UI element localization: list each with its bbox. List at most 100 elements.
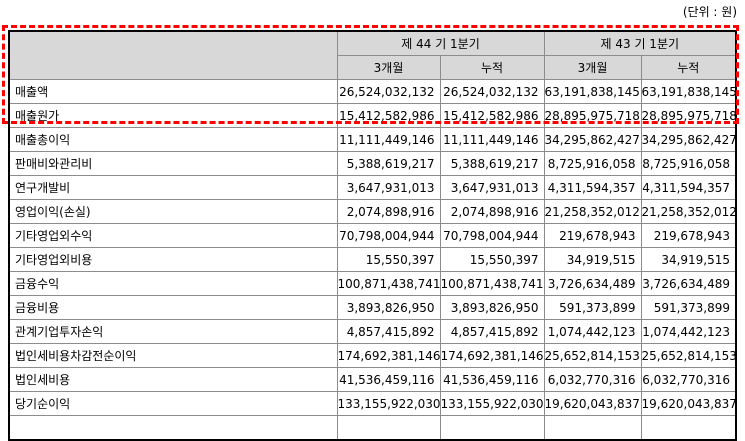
- cell-value: 41,536,459,116: [439, 367, 545, 392]
- cell-value: 4,857,415,892: [439, 319, 545, 344]
- cell-value: 2,074,898,916: [336, 199, 441, 224]
- cell-value: 21,258,352,012: [640, 199, 737, 224]
- cell-value: 591,373,899: [543, 295, 642, 320]
- cell-value: 219,678,943: [640, 223, 737, 248]
- sub-header-cumulative-44: 누적: [439, 55, 545, 80]
- sub-header-cumulative-43: 누적: [640, 55, 737, 80]
- cell-value: 591,373,899: [640, 295, 737, 320]
- cell-value: 34,295,862,427: [640, 127, 737, 152]
- cell-value: 5,388,619,217: [336, 151, 441, 176]
- cell-value: 1,074,442,123: [543, 319, 642, 344]
- cell-value: 34,919,515: [543, 247, 642, 272]
- cell-value: 21,258,352,012: [543, 199, 642, 224]
- row-label: 매출총이익: [8, 127, 338, 152]
- cell-value: 15,412,582,986: [439, 103, 545, 128]
- table-row: 영업이익(손실) 2,074,898,916 2,074,898,916 21,258…: [8, 199, 737, 224]
- table-row: 관계기업투자손익 4,857,415,892 4,857,415,892 1,074,…: [8, 319, 737, 344]
- cell-value: 41,536,459,116: [336, 367, 441, 392]
- row-label: 매출원가: [8, 103, 338, 128]
- cell-value: 2,074,898,916: [439, 199, 545, 224]
- col-group-term-44: 제 44 기 1분기: [336, 30, 545, 56]
- corner-cell: [8, 30, 338, 80]
- empty-cell: [336, 415, 441, 441]
- cell-value: 11,111,449,146: [336, 127, 441, 152]
- cell-value: 26,524,032,132: [336, 79, 441, 104]
- sub-header-row: 3개월 누적 3개월 누적: [9, 55, 737, 80]
- cell-value: 8,725,916,058: [640, 151, 737, 176]
- cell-value: 100,871,438,741: [336, 271, 441, 296]
- table-row: 연구개발비 3,647,931,013 3,647,931,013 4,311,594…: [8, 175, 737, 200]
- cell-value: 4,311,594,357: [640, 175, 737, 200]
- cell-value: 4,857,415,892: [336, 319, 441, 344]
- cell-value: 15,550,397: [439, 247, 545, 272]
- cell-value: 15,550,397: [336, 247, 441, 272]
- table-row: 매출원가 15,412,582,986 15,412,582,986 28,895,9…: [8, 103, 737, 128]
- cell-value: 11,111,449,146: [439, 127, 545, 152]
- row-label: 관계기업투자손익: [8, 319, 338, 344]
- table-row: 법인세비용차감전순이익 174,692,381,146 174,692,381,14…: [8, 343, 737, 368]
- table-body: 매출액 26,524,032,132 26,524,032,132 63,191,83…: [8, 79, 737, 441]
- cell-value: 70,798,004,944: [336, 223, 441, 248]
- row-label: 금융수익: [8, 271, 338, 296]
- row-label: 연구개발비: [8, 175, 338, 200]
- row-label: 법인세비용차감전순이익: [8, 343, 338, 368]
- cell-value: 70,798,004,944: [439, 223, 545, 248]
- row-label: 금융비용: [8, 295, 338, 320]
- row-label: 기타영업외수익: [8, 223, 338, 248]
- sub-header-3month-44: 3개월: [336, 55, 441, 80]
- cell-value: 19,620,043,837: [640, 391, 737, 416]
- row-label: 기타영업외비용: [8, 247, 338, 272]
- table-row: 법인세비용 41,536,459,116 41,536,459,116 6,032,7…: [8, 367, 737, 392]
- table-row-partial: [8, 415, 737, 441]
- cell-value: 174,692,381,146: [336, 343, 441, 368]
- table-row: 기타영업외비용 15,550,397 15,550,397 34,919,515 34,…: [8, 247, 737, 272]
- cell-value: 6,032,770,316: [640, 367, 737, 392]
- cell-value: 8,725,916,058: [543, 151, 642, 176]
- table-row: 매출총이익 11,111,449,146 11,111,449,146 34,295,…: [8, 127, 737, 152]
- cell-value: 26,524,032,132: [439, 79, 545, 104]
- cell-value: 5,388,619,217: [439, 151, 545, 176]
- table-row: 금융비용 3,893,826,950 3,893,826,950 591,373,89…: [8, 295, 737, 320]
- sub-header-3month-43: 3개월: [543, 55, 642, 80]
- table: 제 44 기 1분기 제 43 기 1분기 3개월 누적 3개월 누적 매출액 2…: [8, 30, 738, 441]
- cell-value: 3,726,634,489: [640, 271, 737, 296]
- cell-value: 63,191,838,145: [543, 79, 642, 104]
- empty-cell: [439, 415, 545, 441]
- col-group-term-43: 제 43 기 1분기: [543, 30, 737, 56]
- table-row: 매출액 26,524,032,132 26,524,032,132 63,191,83…: [8, 79, 737, 104]
- cell-value: 1,074,442,123: [640, 319, 737, 344]
- table-row: 판매비와관리비 5,388,619,217 5,388,619,217 8,725,9…: [8, 151, 737, 176]
- period-header-row: 제 44 기 1분기 제 43 기 1분기: [8, 30, 737, 80]
- table-header: 제 44 기 1분기 제 43 기 1분기 3개월 누적 3개월 누적: [8, 30, 737, 80]
- cell-value: 3,893,826,950: [439, 295, 545, 320]
- cell-value: 25,652,814,153: [640, 343, 737, 368]
- cell-value: 219,678,943: [543, 223, 642, 248]
- cell-value: 100,871,438,741: [439, 271, 545, 296]
- cell-value: 63,191,838,145: [640, 79, 737, 104]
- cell-value: 15,412,582,986: [336, 103, 441, 128]
- cell-value: 4,311,594,357: [543, 175, 642, 200]
- cell-value: 34,919,515: [640, 247, 737, 272]
- cell-value: 3,893,826,950: [336, 295, 441, 320]
- unit-label: (단위 : 원): [682, 5, 737, 19]
- cell-value: 3,647,931,013: [336, 175, 441, 200]
- table-row: 기타영업외수익 70,798,004,944 70,798,004,944 219,6…: [8, 223, 737, 248]
- row-label: 영업이익(손실): [8, 199, 338, 224]
- row-label: 법인세비용: [8, 367, 338, 392]
- cell-value: 34,295,862,427: [543, 127, 642, 152]
- cell-value: 133,155,922,030: [439, 391, 545, 416]
- cell-value: 3,647,931,013: [439, 175, 545, 200]
- cell-value: 174,692,381,146: [439, 343, 545, 368]
- empty-cell: [543, 415, 642, 441]
- cell-value: 28,895,975,718: [543, 103, 642, 128]
- empty-cell: [8, 415, 338, 441]
- table-row: 금융수익 100,871,438,741 100,871,438,741 3,726,…: [8, 271, 737, 296]
- cell-value: 6,032,770,316: [543, 367, 642, 392]
- cell-value: 133,155,922,030: [336, 391, 441, 416]
- table-row: 당기순이익 133,155,922,030 133,155,922,030 19,62…: [8, 391, 737, 416]
- empty-cell: [640, 415, 737, 441]
- row-label: 매출액: [8, 79, 338, 104]
- cell-value: 19,620,043,837: [543, 391, 642, 416]
- cell-value: 3,726,634,489: [543, 271, 642, 296]
- row-label: 판매비와관리비: [8, 151, 338, 176]
